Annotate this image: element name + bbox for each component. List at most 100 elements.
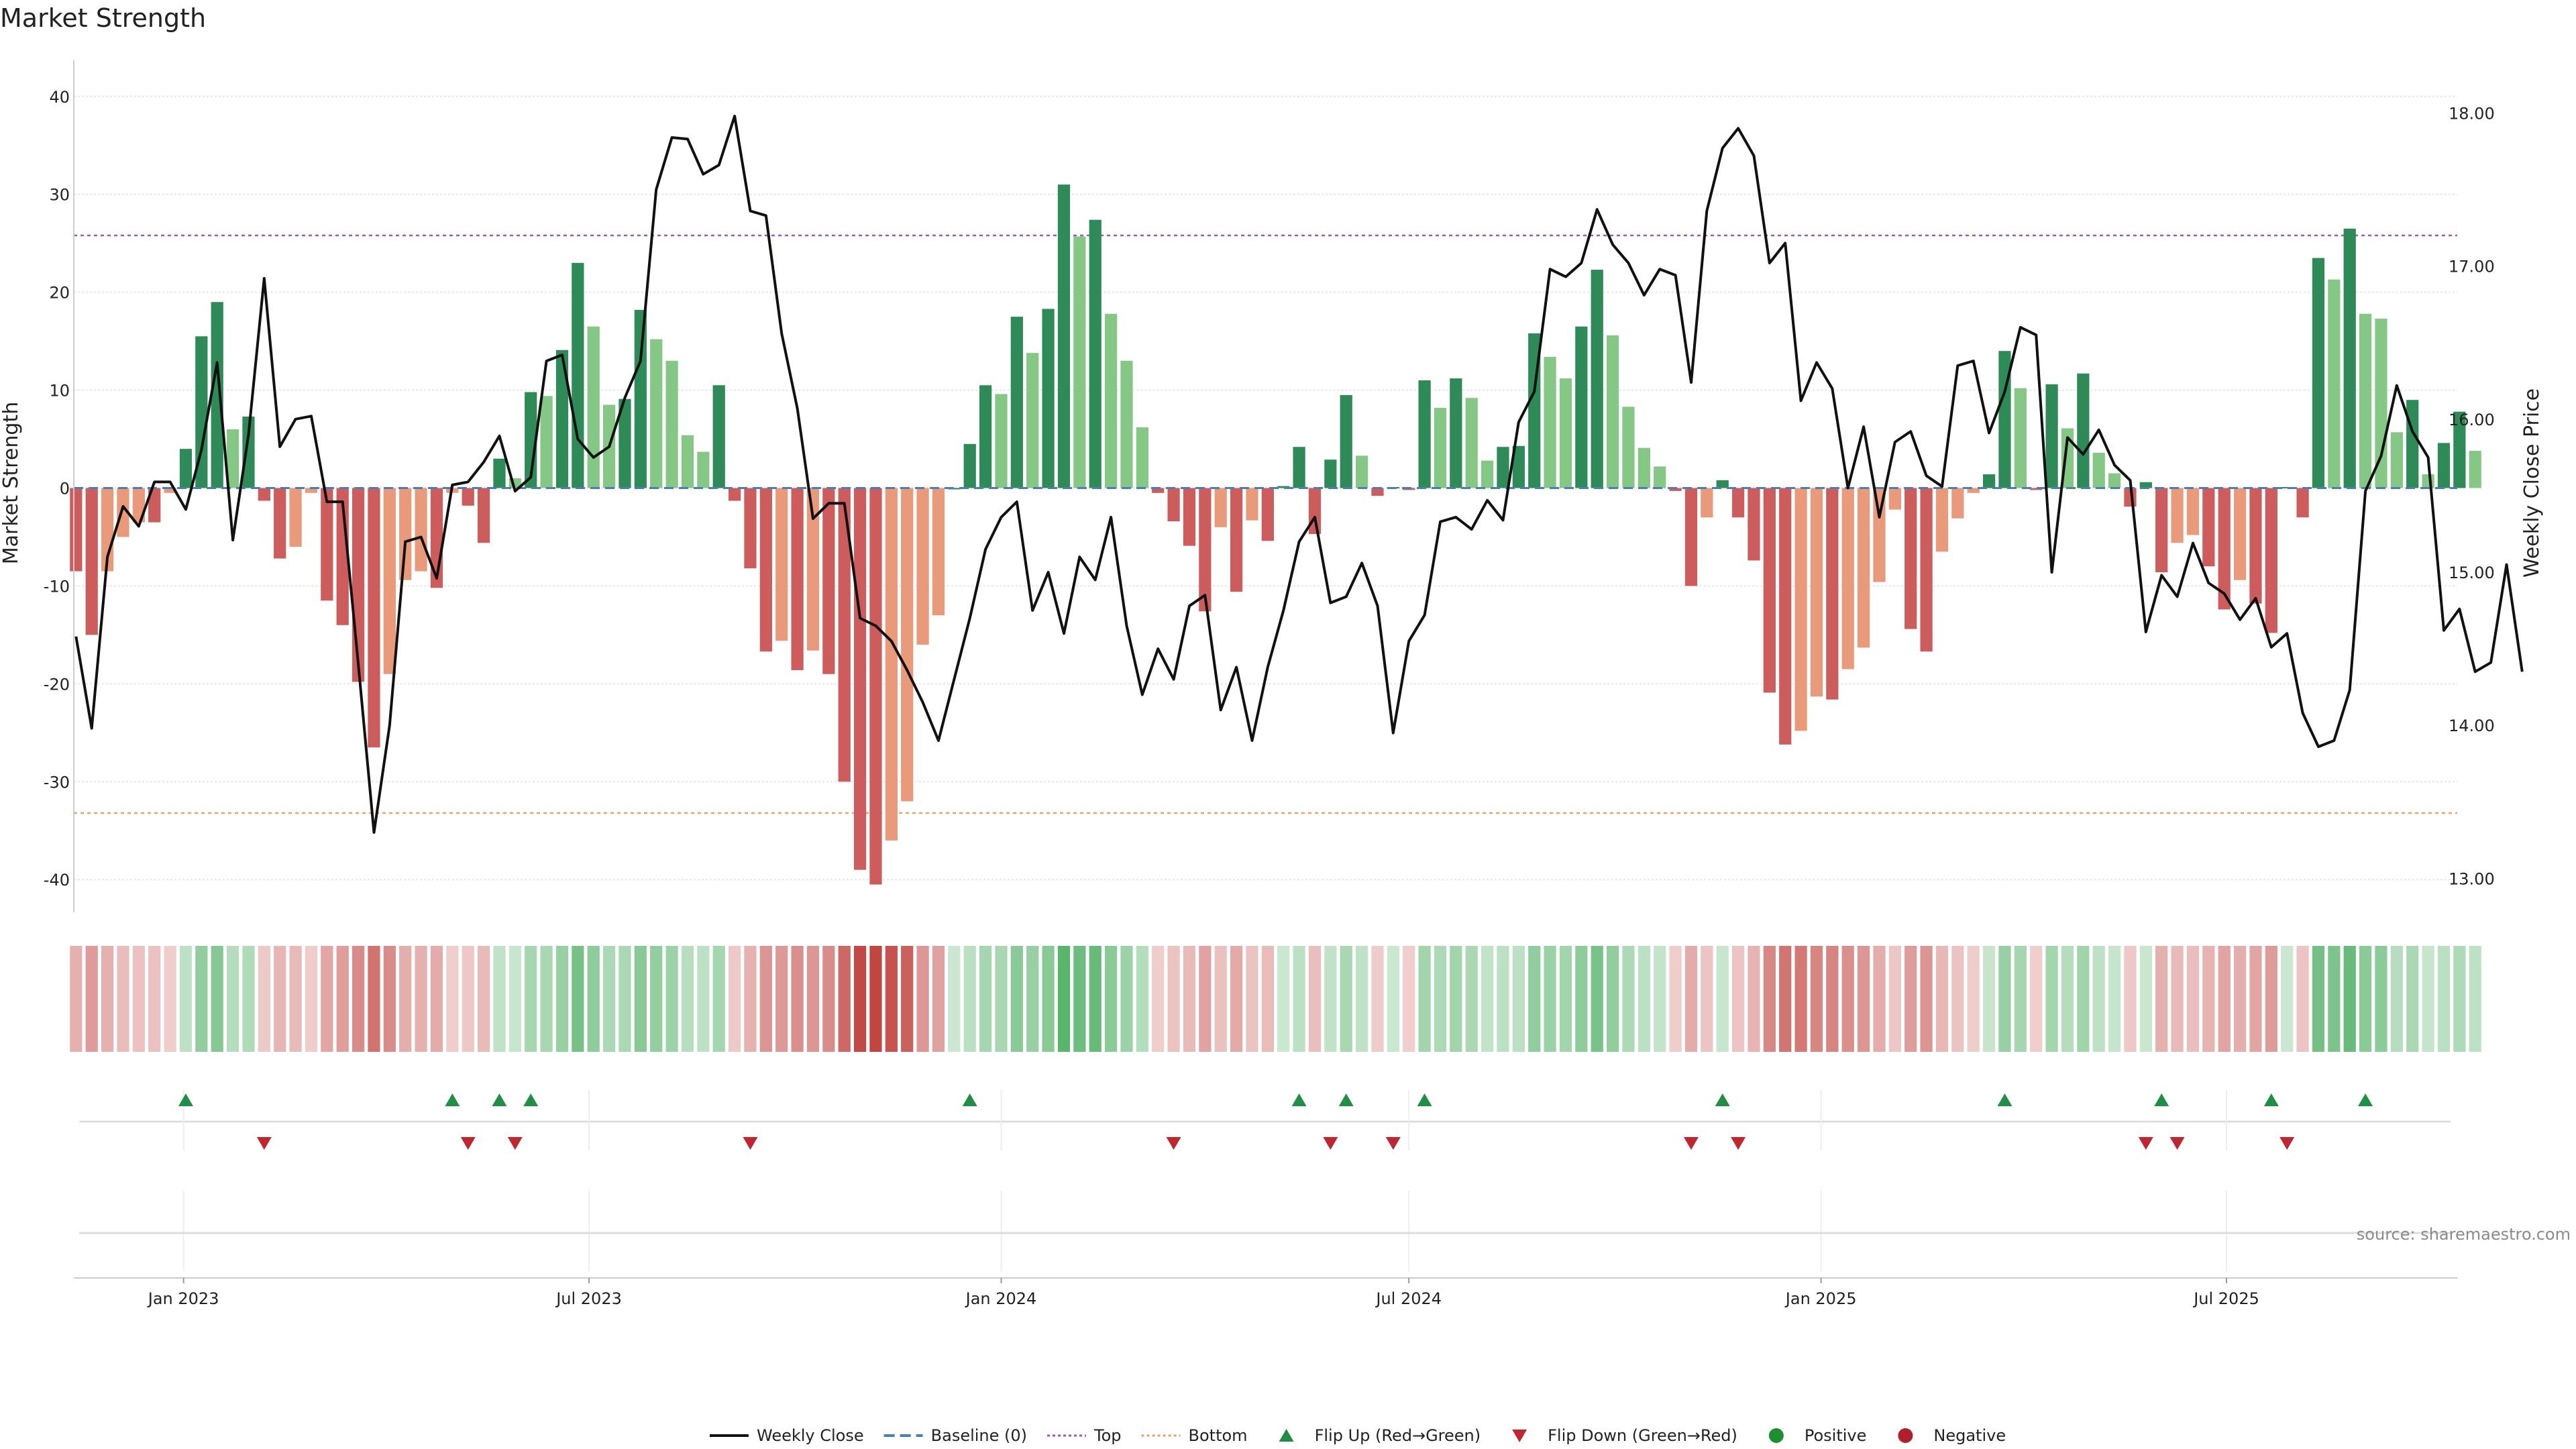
- heat-cell: [1434, 946, 1447, 1052]
- strength-bar: [963, 443, 976, 488]
- heat-cell: [274, 946, 286, 1052]
- strength-bar: [1277, 486, 1290, 488]
- heat-cell: [2077, 946, 2090, 1052]
- heat-cell: [1967, 946, 1980, 1052]
- flip-up-marker: [1997, 1093, 2012, 1106]
- heat-cell: [901, 946, 914, 1052]
- heat-cell: [634, 946, 647, 1052]
- legend-swatch: [1512, 1430, 1527, 1442]
- flip-down-marker: [256, 1137, 272, 1150]
- strength-bar: [995, 394, 1008, 488]
- strength-bar: [399, 488, 412, 580]
- heat-cell: [226, 946, 239, 1052]
- flip-down-marker: [1683, 1137, 1699, 1150]
- y-tick-label: -40: [44, 871, 70, 890]
- left-y-axis: 40 30 20 10 0 -10 -20 -30 -40: [44, 60, 74, 912]
- heat-cell: [2265, 946, 2277, 1052]
- legend-label: Baseline (0): [931, 1426, 1027, 1445]
- strength-bar: [2186, 488, 2200, 535]
- strength-bar: [1481, 460, 1494, 488]
- heat-cell: [2312, 946, 2325, 1052]
- strength-bar: [242, 416, 255, 488]
- heat-cell: [619, 946, 631, 1052]
- strength-bar: [853, 488, 867, 870]
- heat-cell: [1559, 946, 1572, 1052]
- strength-bar: [1199, 488, 1212, 612]
- strength-bar: [1324, 460, 1337, 488]
- heat-cell: [1497, 946, 1509, 1052]
- strength-bar: [2092, 452, 2105, 488]
- strength-bar: [2359, 313, 2372, 488]
- strength-bar: [1575, 326, 1588, 488]
- strength-bar: [1512, 445, 1525, 488]
- strength-bar: [258, 488, 270, 501]
- legend-label: Top: [1093, 1426, 1122, 1445]
- strength-bar: [70, 488, 83, 572]
- strength-bar: [791, 488, 804, 670]
- y2-axis-label: Weekly Close Price: [2520, 388, 2544, 578]
- strength-bar: [2328, 279, 2341, 488]
- y2-tick-label: 14.00: [2449, 716, 2495, 735]
- strength-bar: [869, 488, 882, 885]
- heat-cell: [1324, 946, 1337, 1052]
- strength-bar: [2218, 488, 2231, 610]
- y-tick-label: 40: [49, 88, 70, 107]
- strength-bar: [2281, 487, 2294, 489]
- x-tick-label: Jul 2025: [2192, 1289, 2259, 1308]
- strength-bar: [838, 488, 851, 782]
- strength-bar: [2343, 228, 2356, 488]
- flip-down-marker: [1731, 1137, 1746, 1150]
- heat-cell: [70, 946, 83, 1052]
- heat-cell: [1355, 946, 1368, 1052]
- heat-cell: [806, 946, 820, 1052]
- legend-item: Top: [1047, 1426, 1122, 1445]
- strength-bar: [477, 488, 490, 543]
- heat-cell: [1763, 946, 1776, 1052]
- heat-cell: [1904, 946, 1917, 1052]
- heat-cell: [681, 946, 694, 1052]
- strength-bar: [1120, 360, 1133, 488]
- heat-cell: [1418, 946, 1431, 1052]
- heat-cell: [995, 946, 1008, 1052]
- strength-bar: [1810, 488, 1823, 697]
- strength-bar: [2108, 473, 2121, 488]
- strength-bar: [806, 488, 820, 651]
- strength-bar: [415, 488, 427, 572]
- heat-cell: [555, 946, 569, 1052]
- heat-cell: [759, 946, 772, 1052]
- heat-cell: [1042, 946, 1055, 1052]
- strength-bar: [493, 458, 506, 488]
- heat-cell: [2139, 946, 2152, 1052]
- heat-cell: [508, 946, 521, 1052]
- strength-bar: [619, 398, 631, 488]
- strength-bar: [164, 488, 176, 493]
- strength-bar: [1669, 488, 1682, 491]
- strength-bar: [2265, 488, 2277, 633]
- strength-bar: [1293, 447, 1305, 488]
- strength-bar: [2077, 373, 2090, 488]
- strength-bar: [1214, 488, 1227, 527]
- strength-bar: [2155, 488, 2168, 572]
- strength-bar: [1042, 309, 1055, 488]
- heat-cell: [211, 946, 223, 1052]
- heat-cell: [869, 946, 882, 1052]
- strength-bar: [2233, 488, 2247, 580]
- x-axis: Jan 2023 Jul 2023 Jan 2024 Jul 2024 Jan 2025…: [74, 1277, 2457, 1308]
- heat-cell: [1136, 946, 1148, 1052]
- heat-cell: [775, 946, 788, 1052]
- strength-bar: [979, 385, 992, 488]
- heat-cell: [1591, 946, 1603, 1052]
- strength-bar: [1622, 407, 1635, 488]
- heat-cell: [1371, 946, 1384, 1052]
- heat-cell: [1669, 946, 1682, 1052]
- strength-bar: [1167, 488, 1180, 522]
- flip-up-marker: [1291, 1093, 1307, 1106]
- heat-cell: [2296, 946, 2309, 1052]
- strength-bar: [1873, 488, 1886, 582]
- strength-bar: [1826, 488, 1839, 700]
- x-tick-label: Jul 2024: [1375, 1289, 1442, 1308]
- heat-cell: [1920, 946, 1933, 1052]
- heat-cell: [1214, 946, 1227, 1052]
- x-tick-label: Jul 2023: [555, 1289, 622, 1308]
